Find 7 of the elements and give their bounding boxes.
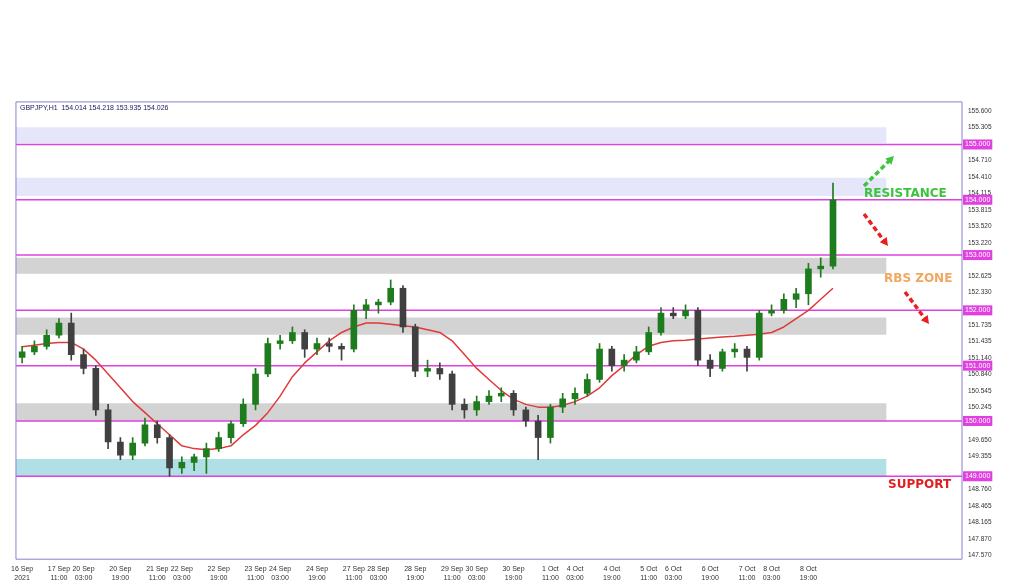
annotation: RESISTANCE <box>864 186 947 200</box>
annotation: SUPPORT <box>888 477 952 491</box>
annotation: RBS ZONE <box>884 271 953 285</box>
candlestick <box>817 257 825 278</box>
candlestick <box>731 343 739 358</box>
candlestick <box>497 387 505 402</box>
candlestick <box>669 307 677 319</box>
